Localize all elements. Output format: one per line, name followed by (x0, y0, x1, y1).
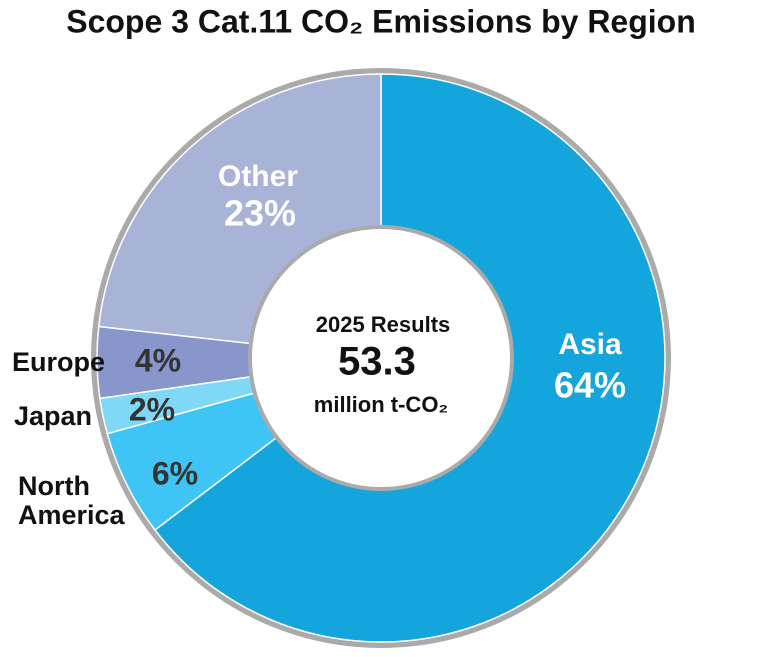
value-label: 23% (224, 193, 296, 234)
slices (96, 73, 666, 643)
center-unit: million t-CO₂ (314, 392, 448, 417)
center-title: 2025 Results (316, 312, 451, 337)
value-label: 2% (129, 391, 175, 427)
value-label: 6% (152, 455, 198, 491)
chart-title: Scope 3 Cat.11 CO₂ Emissions by Region (66, 3, 696, 39)
value-label: 64% (554, 365, 626, 406)
slice-label: Asia (558, 328, 622, 361)
slice-label: Japan (14, 401, 92, 431)
outer-ring (91, 68, 671, 648)
slice-label: Other (218, 160, 298, 193)
center-circle (248, 225, 514, 491)
value-label: 4% (135, 342, 181, 378)
slice-label: Europe (12, 347, 105, 377)
center-value: 53.3 (338, 340, 416, 384)
slice-label: North America (18, 471, 125, 530)
